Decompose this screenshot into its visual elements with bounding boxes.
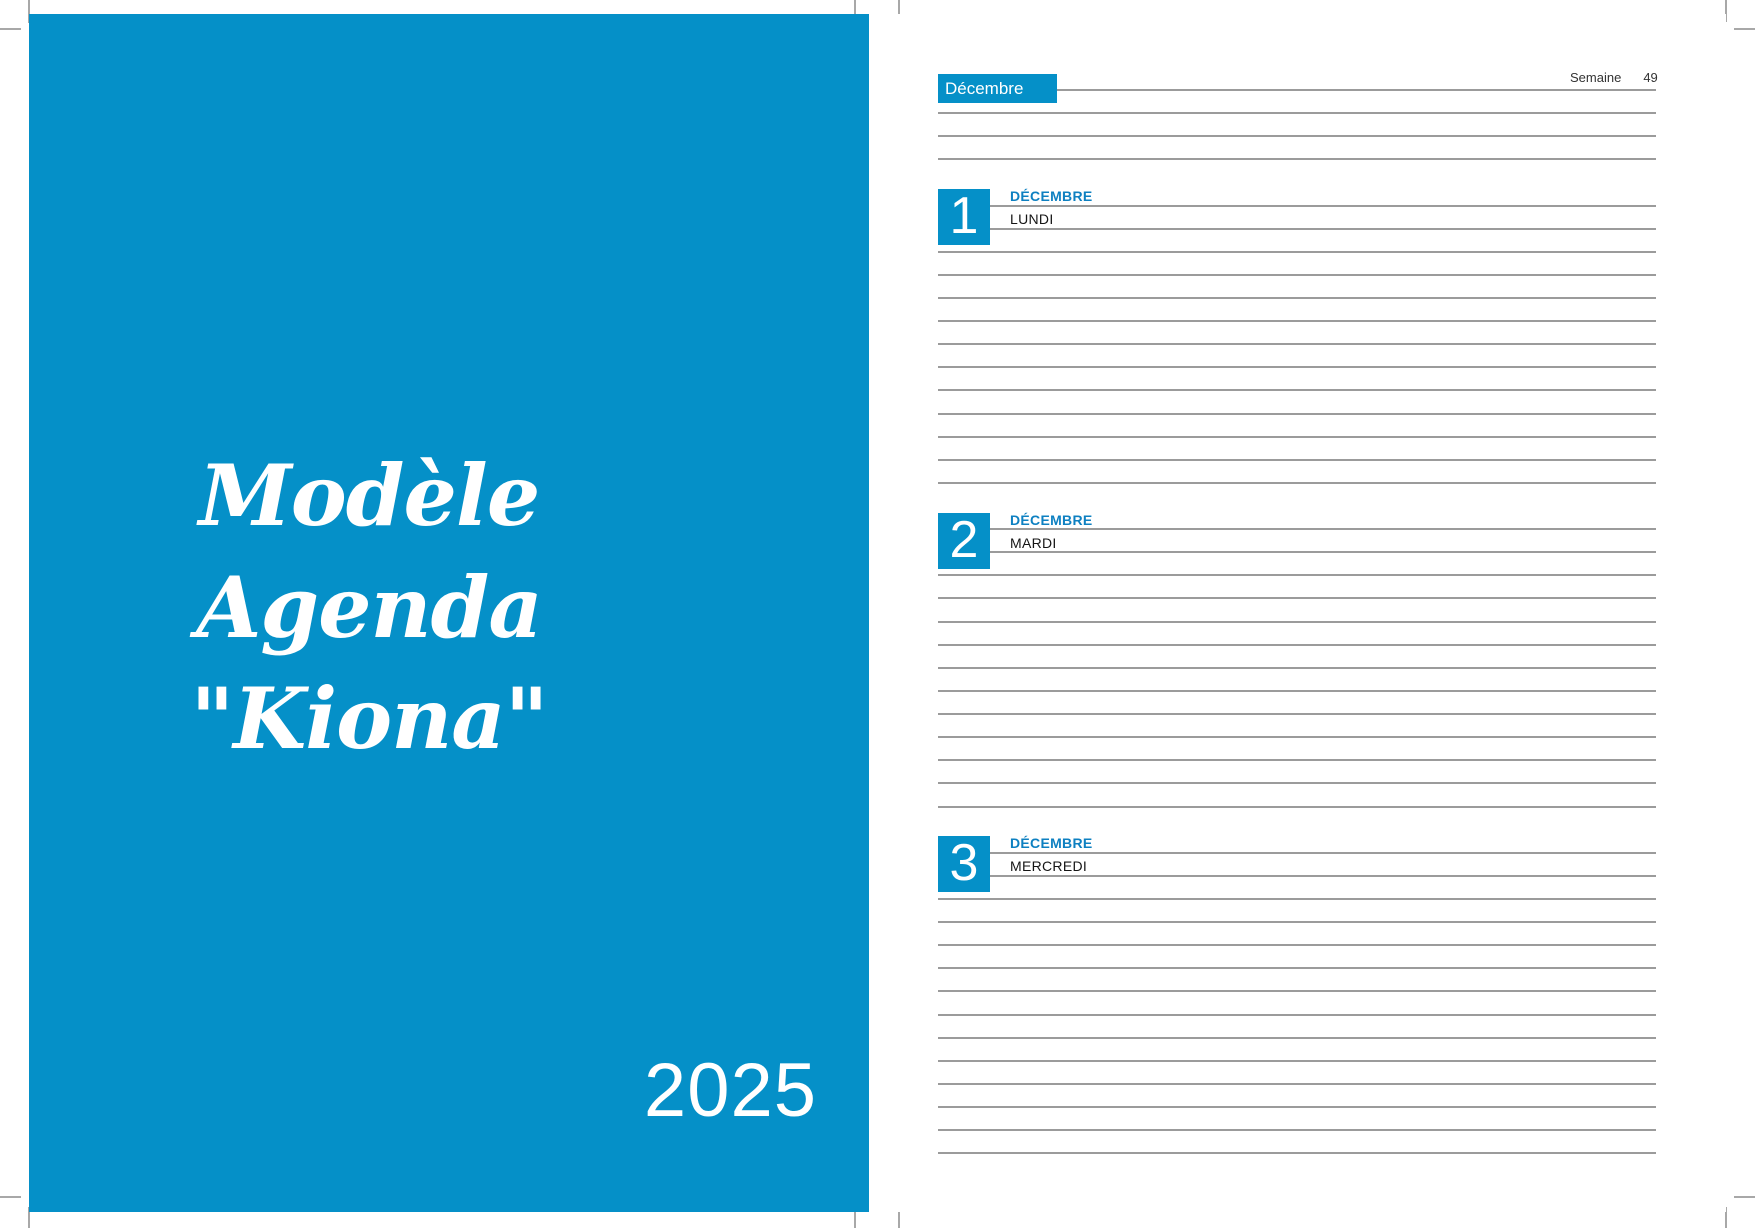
ruled-line	[990, 228, 1656, 230]
agenda-page	[869, 14, 1726, 1212]
crop-mark	[854, 1207, 856, 1228]
crop-mark	[1734, 28, 1755, 30]
day-block: 3 DÉCEMBRE MERCREDI	[938, 835, 1656, 893]
ruled-line	[938, 459, 1656, 461]
cover-title-line1: Modèle Agenda	[196, 446, 543, 657]
ruled-line	[938, 690, 1656, 692]
day-name-label: MARDI	[1010, 534, 1057, 551]
day-month-label: DÉCEMBRE	[1010, 188, 1093, 205]
ruled-line	[938, 1152, 1656, 1154]
ruled-line	[938, 343, 1656, 345]
ruled-line	[938, 621, 1656, 623]
ruled-line	[938, 1014, 1656, 1016]
cover-page: Modèle Agenda "Kiona" 2025	[29, 14, 869, 1212]
ruled-line	[938, 644, 1656, 646]
crop-mark	[1734, 1196, 1755, 1198]
ruled-line	[938, 967, 1656, 969]
day-number-badge: 3	[938, 836, 990, 893]
ruled-line	[938, 1037, 1656, 1039]
week-label: Semaine	[1570, 70, 1622, 85]
ruled-line	[938, 759, 1656, 761]
ruled-line	[938, 1083, 1656, 1085]
day-number-badge: 2	[938, 512, 990, 569]
ruled-line	[938, 713, 1656, 715]
cover-year: 2025	[643, 1048, 817, 1133]
week-number: 49	[1643, 70, 1658, 85]
ruled-line	[938, 158, 1656, 160]
ruled-line	[938, 990, 1656, 992]
ruled-line	[990, 551, 1656, 553]
day-month-label: DÉCEMBRE	[1010, 835, 1093, 852]
day-block: 1 DÉCEMBRE LUNDI	[938, 188, 1656, 246]
ruled-line	[938, 782, 1656, 784]
ruled-line	[938, 898, 1656, 900]
ruled-line	[938, 112, 1656, 114]
ruled-line	[938, 944, 1656, 946]
ruled-line	[938, 1129, 1656, 1131]
crop-mark	[28, 0, 30, 23]
cover-title-line2: "Kiona"	[190, 669, 549, 769]
crop-mark	[898, 1207, 900, 1228]
crop-mark	[898, 0, 900, 22]
day-month-label: DÉCEMBRE	[1010, 511, 1093, 528]
ruled-line	[938, 667, 1656, 669]
crop-mark	[854, 0, 856, 22]
day-name-label: LUNDI	[1010, 211, 1054, 228]
ruled-line	[938, 1060, 1656, 1062]
ruled-line	[938, 736, 1656, 738]
ruled-line	[938, 389, 1656, 391]
ruled-line	[938, 366, 1656, 368]
cover-title: Modèle Agenda "Kiona"	[29, 440, 709, 775]
ruled-line	[1057, 89, 1656, 91]
day-number-badge: 1	[938, 189, 990, 246]
ruled-line	[938, 135, 1656, 137]
month-tab: Décembre	[938, 74, 1057, 103]
crop-mark	[28, 1207, 30, 1228]
day-block: 2 DÉCEMBRE MARDI	[938, 511, 1656, 569]
ruled-line	[938, 274, 1656, 276]
ruled-line	[938, 574, 1656, 576]
crop-mark	[0, 28, 21, 30]
week-indicator: Semaine 49	[1570, 70, 1658, 85]
crop-mark	[0, 1196, 21, 1198]
ruled-line	[938, 1106, 1656, 1108]
ruled-line	[938, 320, 1656, 322]
ruled-line	[938, 251, 1656, 253]
day-name-label: MERCREDI	[1010, 858, 1088, 875]
ruled-line	[938, 597, 1656, 599]
ruled-line	[990, 875, 1656, 877]
ruled-line	[938, 436, 1656, 438]
ruled-line	[990, 852, 1656, 854]
crop-mark	[1725, 1207, 1727, 1228]
ruled-line	[938, 297, 1656, 299]
crop-mark	[1725, 0, 1727, 22]
ruled-line	[938, 921, 1656, 923]
ruled-line	[990, 528, 1656, 530]
ruled-line	[938, 806, 1656, 808]
ruled-line	[938, 413, 1656, 415]
ruled-line	[938, 482, 1656, 484]
ruled-line	[990, 205, 1656, 207]
